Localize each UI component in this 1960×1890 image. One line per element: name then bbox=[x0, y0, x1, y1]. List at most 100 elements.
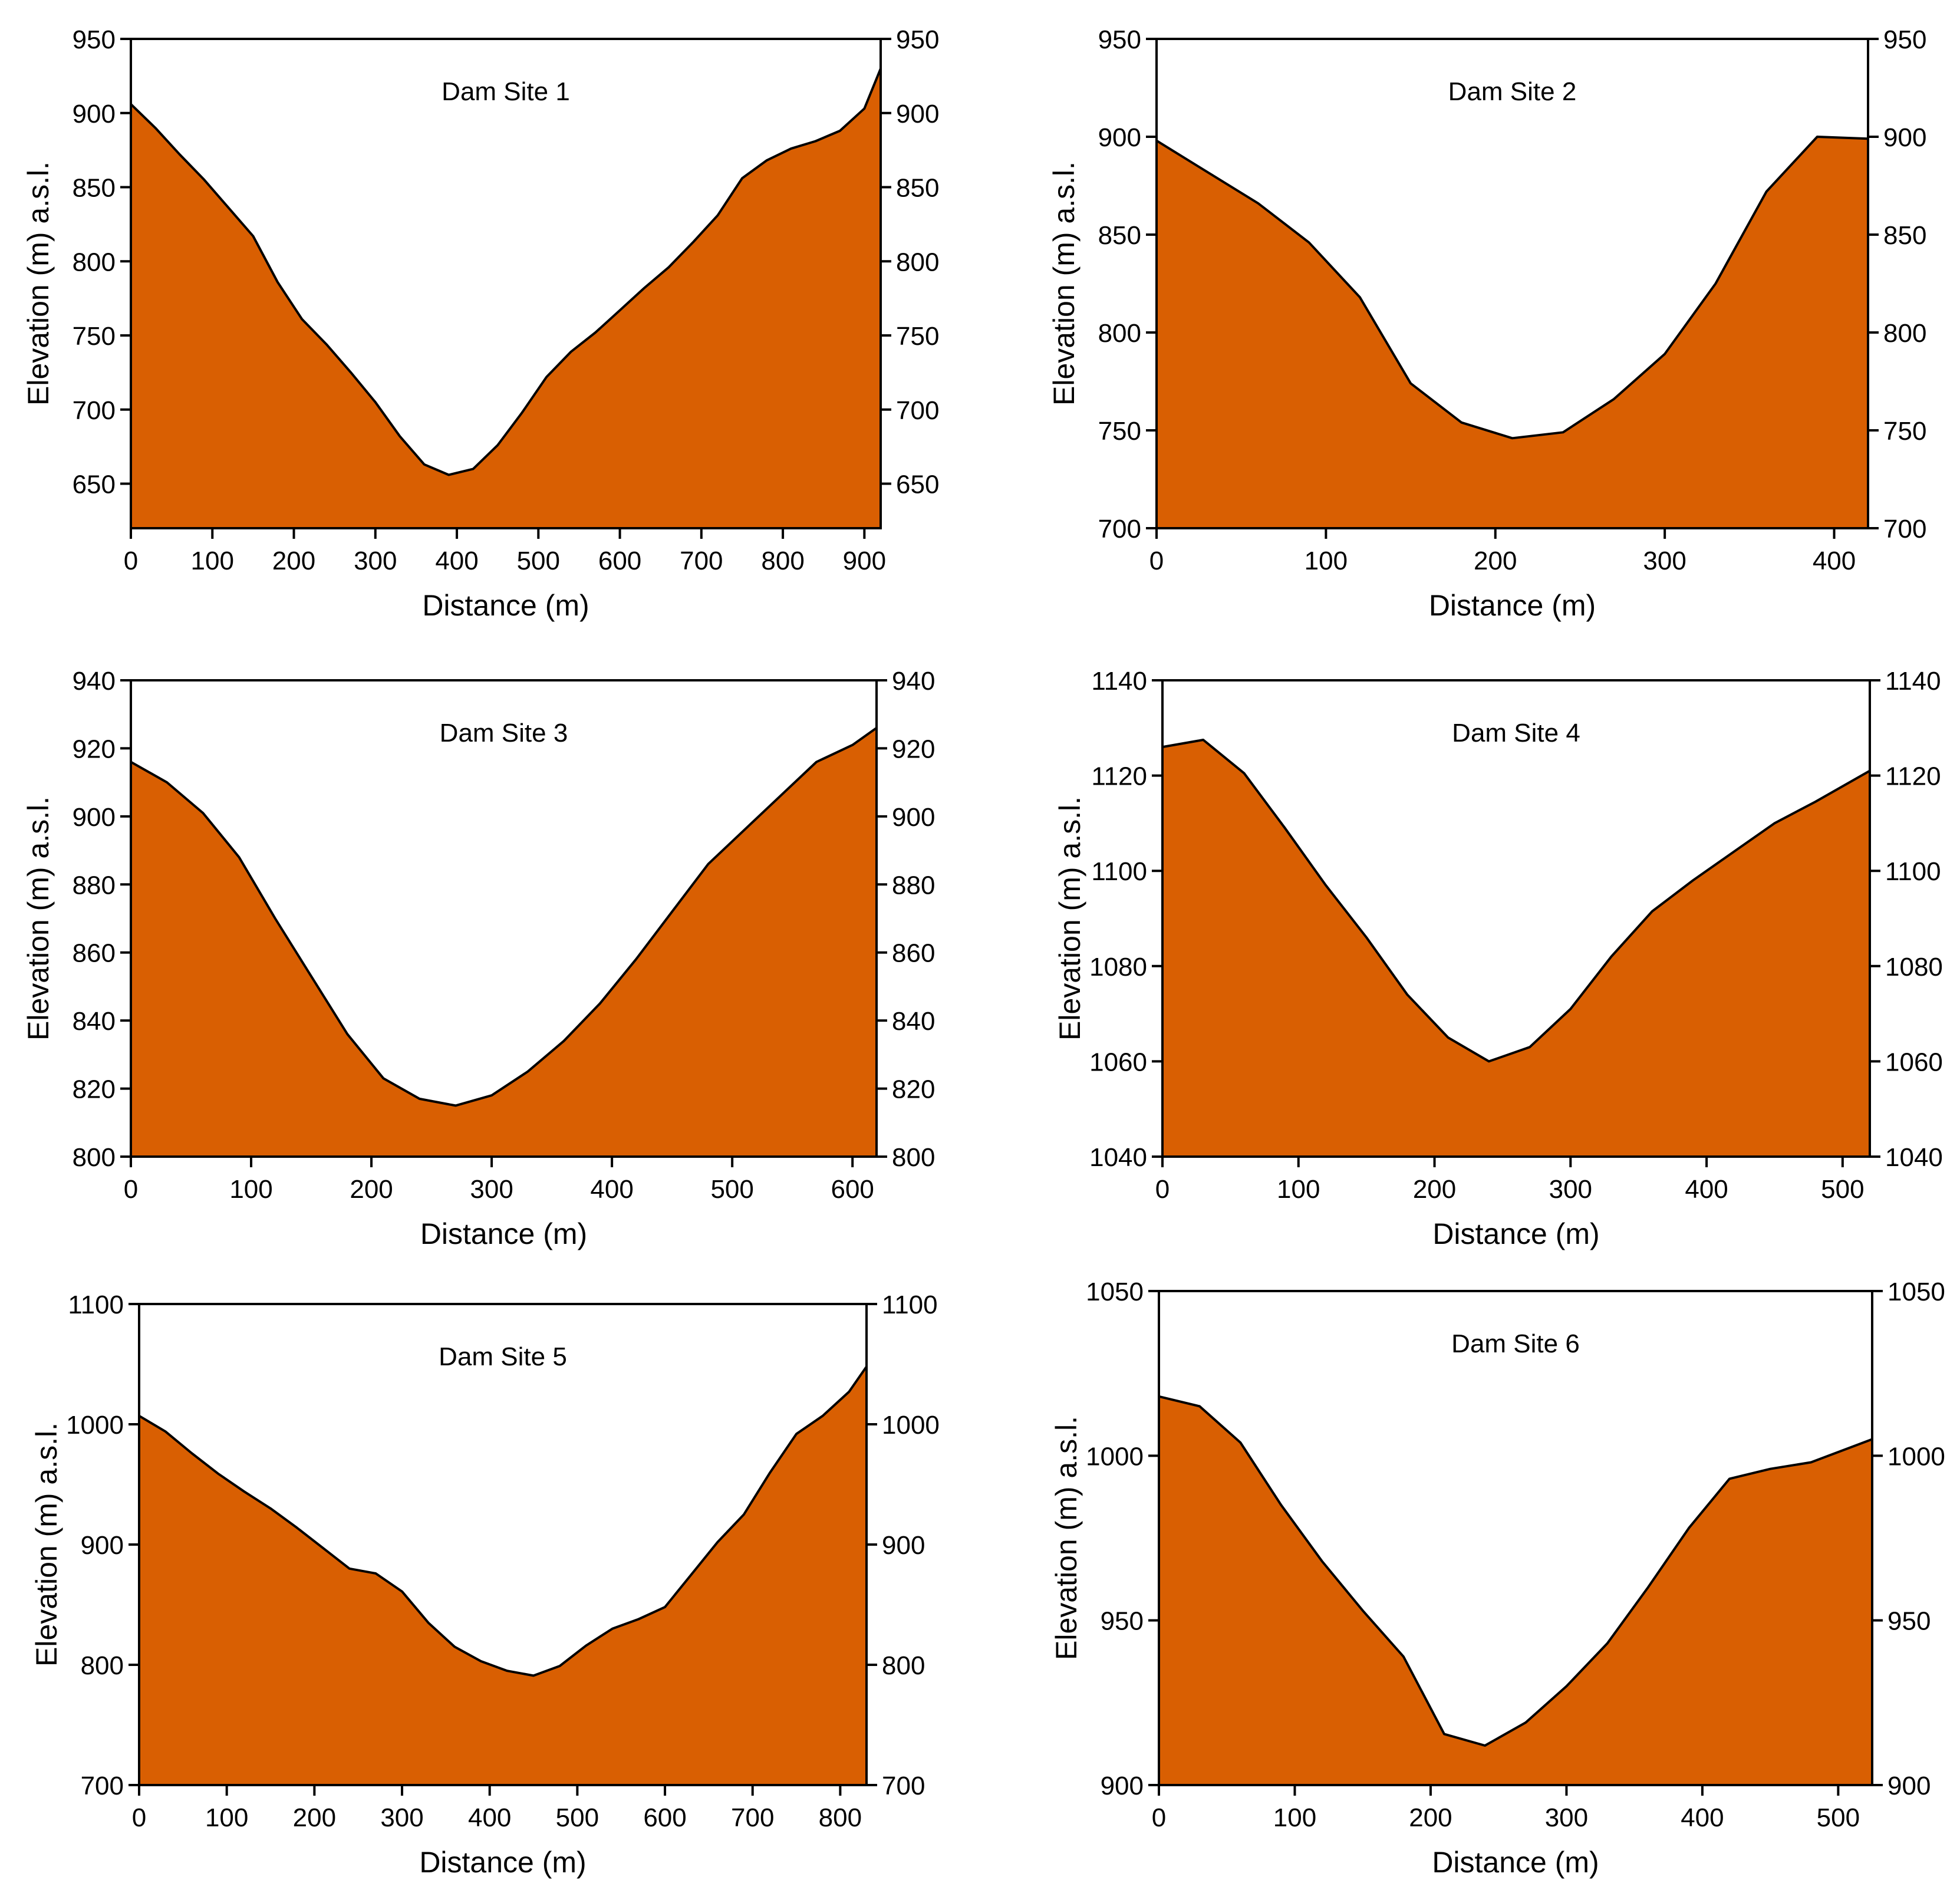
y-tick-label-left: 800 bbox=[81, 1651, 124, 1680]
y-tick-label-right: 800 bbox=[882, 1651, 925, 1680]
terrain-profile-line bbox=[138, 1365, 868, 1677]
y-axis-label: Elevation (m) a.s.l. bbox=[1047, 162, 1081, 406]
y-tick-label-right: 880 bbox=[892, 871, 935, 900]
x-tick-label: 700 bbox=[680, 546, 723, 575]
y-tick-label-right: 920 bbox=[892, 735, 935, 763]
y-tick-label-left: 900 bbox=[73, 803, 116, 832]
y-tick-label-right: 850 bbox=[1883, 221, 1926, 250]
y-tick-label-right: 1100 bbox=[882, 1290, 938, 1319]
panel-title: Dam Site 2 bbox=[1448, 77, 1577, 106]
y-tick-label-right: 820 bbox=[892, 1075, 935, 1104]
y-tick-label-left: 1080 bbox=[1089, 953, 1147, 982]
y-tick-label-left: 1100 bbox=[1091, 857, 1147, 886]
x-tick-label: 800 bbox=[819, 1803, 862, 1832]
panel-title: Dam Site 3 bbox=[440, 719, 568, 748]
plot-frame bbox=[130, 679, 878, 1158]
x-tick-label: 800 bbox=[761, 546, 804, 575]
x-tick-label: 400 bbox=[1813, 546, 1856, 575]
y-tick-label-right: 1000 bbox=[1887, 1442, 1945, 1471]
y-tick-label-left: 750 bbox=[1098, 417, 1141, 446]
y-tick-label-left: 1120 bbox=[1091, 762, 1147, 791]
x-axis-label: Distance (m) bbox=[419, 1846, 586, 1879]
terrain-area bbox=[139, 1367, 867, 1785]
x-tick-label: 300 bbox=[354, 546, 397, 575]
y-tick-label-left: 1050 bbox=[1086, 1277, 1144, 1306]
y-tick-label-right: 900 bbox=[896, 100, 939, 129]
y-tick-label-right: 1050 bbox=[1887, 1277, 1945, 1306]
plot-frame bbox=[1161, 679, 1871, 1158]
panel-title: Dam Site 6 bbox=[1451, 1329, 1580, 1358]
chart-panel-dam-site-1: 650 650 700 700 750 750 800 800 850 850 900 900 950 9… bbox=[22, 25, 939, 622]
y-tick-label-right: 750 bbox=[896, 322, 939, 351]
y-tick-label-right: 700 bbox=[1883, 515, 1926, 544]
terrain-profile-line bbox=[1158, 1395, 1873, 1747]
y-tick-label-left: 650 bbox=[73, 470, 116, 499]
y-tick-label-right: 1000 bbox=[882, 1411, 940, 1440]
y-tick-label-left: 950 bbox=[1098, 25, 1141, 54]
y-tick-label-left: 900 bbox=[1098, 123, 1141, 152]
y-tick-label-right: 900 bbox=[1883, 123, 1926, 152]
y-tick-label-left: 1100 bbox=[68, 1290, 124, 1319]
plot-frame bbox=[1158, 1290, 1873, 1786]
chart-panel-dam-site-2: 700 700 750 750 800 800 850 850 900 900 950 950 0 100… bbox=[1047, 25, 1926, 622]
x-tick-label: 400 bbox=[590, 1175, 633, 1204]
x-tick-label: 100 bbox=[1273, 1803, 1316, 1832]
y-tick-label-right: 800 bbox=[1883, 319, 1926, 348]
y-tick-label-left: 860 bbox=[73, 939, 116, 968]
chart-panel-dam-site-4: 1040 1040 1060 1060 1080 1080 1100 1100 1120 1120… bbox=[1053, 667, 1943, 1250]
y-tick-label-right: 700 bbox=[896, 396, 939, 425]
x-tick-label: 500 bbox=[710, 1175, 753, 1204]
y-tick-label-right: 900 bbox=[892, 803, 935, 832]
y-tick-label-left: 1000 bbox=[66, 1411, 124, 1440]
x-tick-label: 200 bbox=[1474, 546, 1517, 575]
y-tick-label-left: 880 bbox=[73, 871, 116, 900]
y-tick-label-right: 950 bbox=[896, 25, 939, 54]
x-tick-label: 300 bbox=[1643, 546, 1686, 575]
y-axis-label: Elevation (m) a.s.l. bbox=[1050, 1416, 1083, 1660]
terrain-profile-line bbox=[1155, 136, 1869, 440]
y-tick-label-left: 950 bbox=[73, 25, 116, 54]
y-tick-label-right: 1100 bbox=[1885, 857, 1941, 886]
terrain-profile-line bbox=[130, 68, 882, 476]
y-tick-label-right: 900 bbox=[1887, 1772, 1931, 1800]
x-tick-label: 200 bbox=[1413, 1175, 1456, 1204]
y-tick-label-left: 800 bbox=[73, 1143, 116, 1172]
plot-frame bbox=[1155, 38, 1869, 529]
y-tick-label-right: 900 bbox=[882, 1531, 925, 1560]
y-tick-label-left: 1140 bbox=[1091, 667, 1147, 696]
y-tick-label-left: 750 bbox=[73, 322, 116, 351]
x-tick-label: 400 bbox=[1681, 1803, 1724, 1832]
y-axis-label: Elevation (m) a.s.l. bbox=[22, 162, 55, 406]
terrain-area bbox=[1157, 137, 1868, 528]
y-tick-label-left: 800 bbox=[73, 248, 116, 276]
y-tick-label-left: 1000 bbox=[1086, 1442, 1144, 1471]
y-tick-label-right: 1040 bbox=[1885, 1143, 1943, 1172]
terrain-area bbox=[1159, 1396, 1872, 1785]
x-tick-label: 200 bbox=[350, 1175, 393, 1204]
y-tick-label-left: 900 bbox=[73, 100, 116, 129]
y-axis-label: Elevation (m) a.s.l. bbox=[1053, 796, 1086, 1041]
y-axis-label: Elevation (m) a.s.l. bbox=[22, 796, 55, 1041]
y-tick-label-left: 900 bbox=[1101, 1772, 1144, 1800]
x-tick-label: 300 bbox=[470, 1175, 513, 1204]
y-tick-label-right: 650 bbox=[896, 470, 939, 499]
x-tick-label: 0 bbox=[1155, 1175, 1170, 1204]
y-tick-label-right: 950 bbox=[1887, 1607, 1931, 1636]
y-tick-label-left: 700 bbox=[81, 1772, 124, 1800]
x-tick-label: 500 bbox=[1821, 1175, 1864, 1204]
y-tick-label-left: 940 bbox=[73, 667, 116, 696]
x-axis-label: Distance (m) bbox=[1429, 589, 1596, 622]
x-tick-label: 400 bbox=[1685, 1175, 1728, 1204]
y-tick-label-right: 1140 bbox=[1885, 667, 1941, 696]
y-axis-label: Elevation (m) a.s.l. bbox=[30, 1423, 63, 1667]
terrain-profile-line bbox=[1162, 739, 1870, 1063]
x-tick-label: 300 bbox=[380, 1803, 423, 1832]
y-tick-label-left: 1060 bbox=[1089, 1048, 1147, 1076]
y-tick-label-right: 800 bbox=[892, 1143, 935, 1172]
x-tick-label: 300 bbox=[1545, 1803, 1588, 1832]
y-tick-label-left: 1040 bbox=[1089, 1143, 1147, 1172]
x-axis-label: Distance (m) bbox=[1432, 1846, 1599, 1879]
x-axis-label: Distance (m) bbox=[422, 589, 589, 622]
y-tick-label-right: 800 bbox=[896, 248, 939, 276]
y-tick-label-right: 940 bbox=[892, 667, 935, 696]
